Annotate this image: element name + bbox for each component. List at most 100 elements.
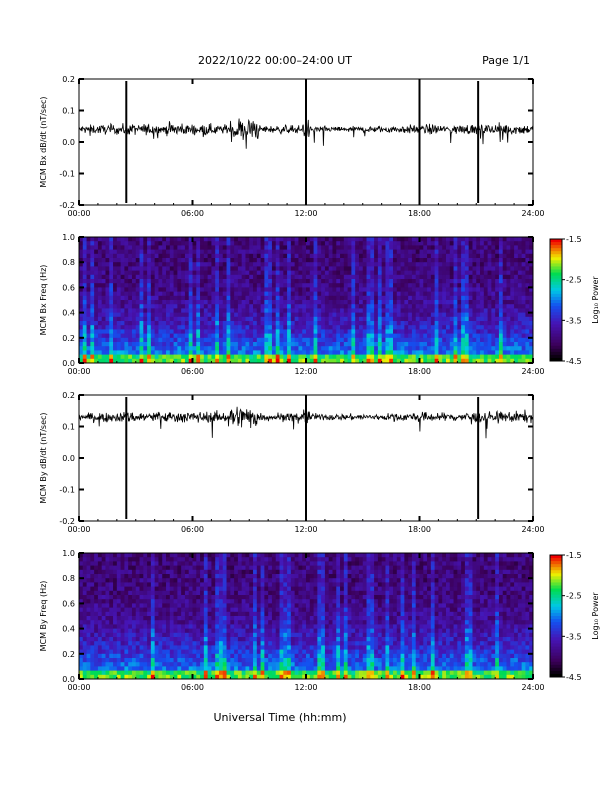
spectrogram-cell xyxy=(295,329,299,334)
spectrogram-cell xyxy=(109,250,113,255)
spectrogram-cell xyxy=(363,355,367,360)
spectrogram-cell xyxy=(128,350,132,355)
spectrogram-cell xyxy=(193,654,197,659)
spectrogram-cell xyxy=(230,308,234,313)
spectrogram-cell xyxy=(215,616,219,621)
spectrogram-cell xyxy=(200,570,204,575)
spectrogram-cell xyxy=(249,258,253,263)
spectrogram-cell xyxy=(211,666,215,671)
spectrogram-cell xyxy=(87,662,91,667)
spectrogram-cell xyxy=(397,279,401,284)
spectrogram-cell xyxy=(136,355,140,360)
spectrogram-cell xyxy=(525,254,529,259)
spectrogram-cell xyxy=(427,262,431,267)
spectrogram-cell xyxy=(298,283,302,288)
spectrogram-cell xyxy=(128,566,132,571)
spectrogram-cell xyxy=(143,608,147,613)
spectrogram-cell xyxy=(83,279,87,284)
spectrogram-cell xyxy=(272,287,276,292)
spectrogram-cell xyxy=(257,271,261,276)
spectrogram-cell xyxy=(461,292,465,297)
spectrogram-cell xyxy=(208,283,212,288)
spectrogram-cell xyxy=(253,355,257,360)
spectrogram-cell xyxy=(83,350,87,355)
spectrogram-cell xyxy=(423,325,427,330)
spectrogram-cell xyxy=(193,258,197,263)
spectrogram-cell xyxy=(211,637,215,642)
spectrogram-cell xyxy=(367,338,371,343)
y-tick-label: -0.2 xyxy=(59,201,75,210)
spectrogram-cell xyxy=(170,346,174,351)
spectrogram-cell xyxy=(200,603,204,608)
spectrogram-cell xyxy=(389,334,393,339)
spectrogram-cell xyxy=(109,608,113,613)
spectrogram-cell xyxy=(280,254,284,259)
spectrogram-cell xyxy=(215,317,219,322)
spectrogram-cell xyxy=(257,266,261,271)
spectrogram-cell xyxy=(204,296,208,301)
spectrogram-cell xyxy=(367,296,371,301)
spectrogram-cell xyxy=(488,279,492,284)
spectrogram-cell xyxy=(158,237,162,242)
spectrogram-cell xyxy=(253,350,257,355)
spectrogram-cell xyxy=(268,245,272,250)
spectrogram-cell xyxy=(359,241,363,246)
y-tick-label: 0.1 xyxy=(62,107,75,116)
spectrogram-cell xyxy=(158,629,162,634)
colorbar-swatch xyxy=(550,245,562,249)
spectrogram-cell xyxy=(151,666,155,671)
spectrogram-cell xyxy=(128,616,132,621)
spectrogram-cell xyxy=(109,561,113,566)
spectrogram-cell xyxy=(450,346,454,351)
spectrogram-cell xyxy=(189,317,193,322)
spectrogram-cell xyxy=(215,578,219,583)
spectrogram-cell xyxy=(370,237,374,242)
spectrogram-cell xyxy=(351,258,355,263)
spectrogram-cell xyxy=(128,342,132,347)
spectrogram-cell xyxy=(389,241,393,246)
spectrogram-cell xyxy=(174,342,178,347)
spectrogram-cell xyxy=(162,245,166,250)
spectrogram-cell xyxy=(465,258,469,263)
spectrogram-cell xyxy=(181,662,185,667)
spectrogram-cell xyxy=(151,254,155,259)
spectrogram-cell xyxy=(109,279,113,284)
spectrogram-cell xyxy=(457,329,461,334)
spectrogram-cell xyxy=(79,321,83,326)
spectrogram-cell xyxy=(208,612,212,617)
x-tick-label: 18:00 xyxy=(408,209,431,218)
spectrogram-cell xyxy=(113,578,117,583)
spectrogram-cell xyxy=(435,245,439,250)
spectrogram-cell xyxy=(90,566,94,571)
spectrogram-cell xyxy=(215,658,219,663)
spectrogram-cell xyxy=(276,296,280,301)
spectrogram-cell xyxy=(196,292,200,297)
spectrogram-cell xyxy=(185,241,189,246)
spectrogram-cell xyxy=(306,245,310,250)
spectrogram-cell xyxy=(177,275,181,280)
spectrogram-cell xyxy=(298,342,302,347)
spectrogram-cell xyxy=(128,629,132,634)
spectrogram-cell xyxy=(276,338,280,343)
spectrogram-cell xyxy=(393,292,397,297)
spectrogram-cell xyxy=(177,624,181,629)
spectrogram-cell xyxy=(211,317,215,322)
spectrogram-cell xyxy=(272,346,276,351)
spectrogram-cell xyxy=(423,346,427,351)
spectrogram-cell xyxy=(204,287,208,292)
spectrogram-cell xyxy=(351,317,355,322)
spectrogram-cell xyxy=(287,313,291,318)
spectrogram-cell xyxy=(374,350,378,355)
spectrogram-cell xyxy=(370,245,374,250)
spectrogram-cell xyxy=(249,350,253,355)
spectrogram-cell xyxy=(359,355,363,360)
spectrogram-cell xyxy=(196,283,200,288)
spectrogram-cell xyxy=(268,321,272,326)
spectrogram-cell xyxy=(442,321,446,326)
spectrogram-cell xyxy=(113,241,117,246)
spectrogram-cell xyxy=(98,633,102,638)
spectrogram-cell xyxy=(385,350,389,355)
spectrogram-cell xyxy=(147,300,151,305)
spectrogram-cell xyxy=(87,666,91,671)
spectrogram-cell xyxy=(408,308,412,313)
